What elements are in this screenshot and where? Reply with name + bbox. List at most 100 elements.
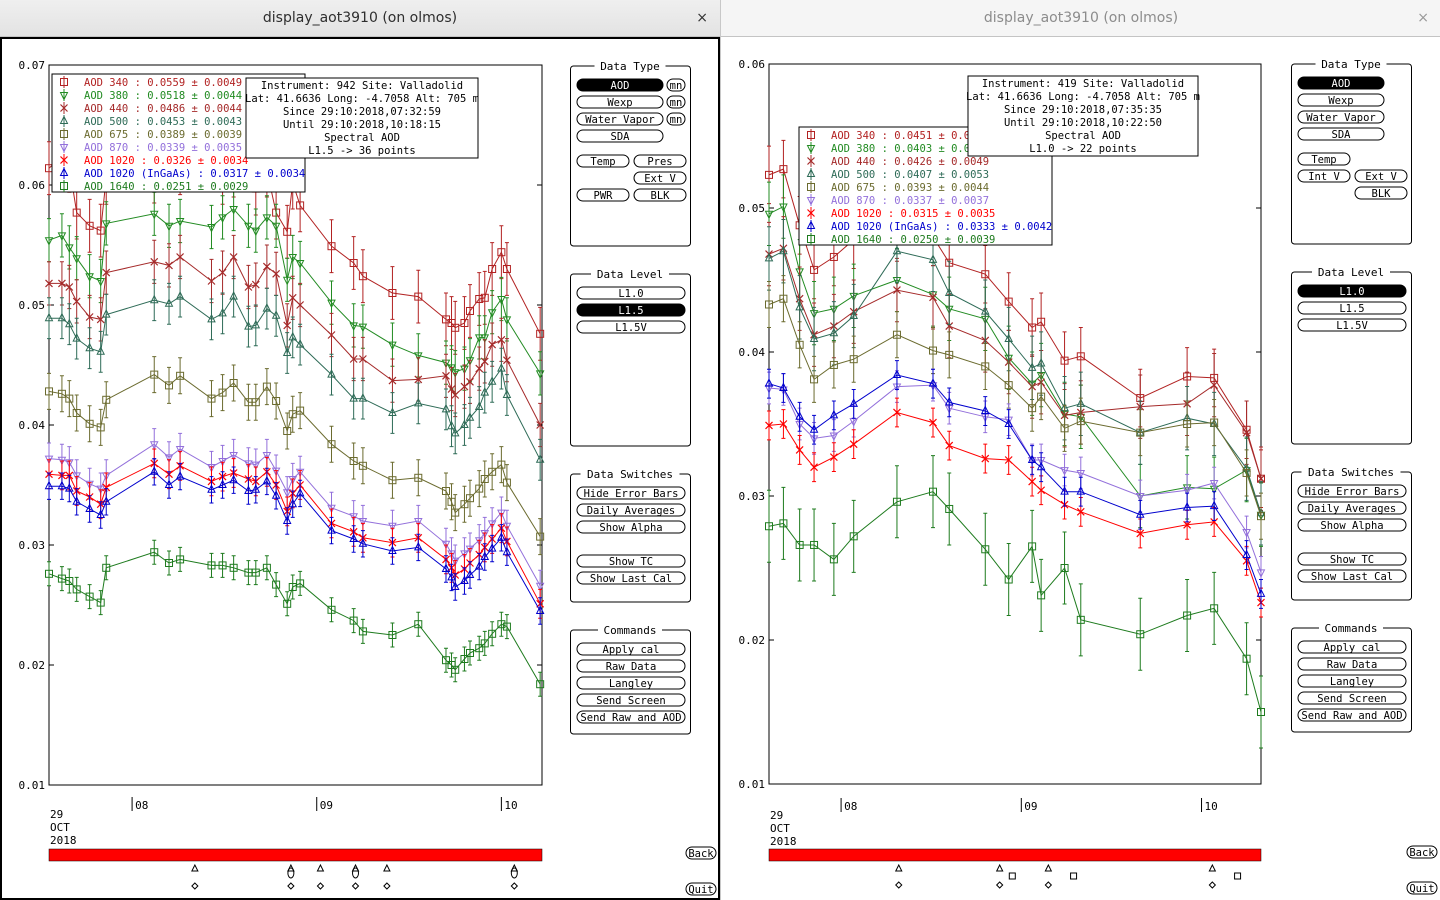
raw-data-button-frame[interactable] [576, 659, 686, 673]
blk-button-label[interactable]: BLK [1372, 188, 1392, 200]
blk-button-frame[interactable] [633, 188, 687, 202]
mn-aod-button-label[interactable]: mn [670, 80, 683, 92]
data-type-sda-button-label[interactable]: SDA [611, 131, 631, 143]
quit-button-label[interactable]: Quit [688, 884, 713, 896]
ext-v-button-label[interactable]: Ext V [644, 173, 676, 185]
show-alpha-button-label[interactable]: Show Alpha [599, 522, 662, 534]
data-level-l1-5v-button[interactable]: L1.5V [1297, 318, 1407, 332]
quit-button-label[interactable]: Quit [1409, 883, 1434, 895]
send-screen-button-frame[interactable] [576, 693, 686, 707]
quit-button[interactable]: Quit [685, 882, 717, 896]
apply-cal-button-frame[interactable] [1297, 640, 1407, 654]
close-icon-left[interactable]: × [696, 10, 708, 26]
send-raw-and-aod-button-label[interactable]: Send Raw and AOD [1301, 710, 1402, 722]
data-type-sda-button[interactable]: SDA [576, 129, 664, 143]
langley-button[interactable]: Langley [1297, 674, 1407, 688]
daily-averages-button-label[interactable]: Daily Averages [587, 505, 676, 517]
data-level-l1-5v-button[interactable]: L1.5V [576, 320, 686, 334]
close-icon-right[interactable]: × [1417, 10, 1429, 26]
back-button-frame[interactable] [685, 846, 717, 860]
pwr-button-label[interactable]: PWR [594, 190, 614, 202]
data-type-wexp-button-frame[interactable] [1297, 93, 1385, 107]
quit-button-frame[interactable] [685, 882, 717, 896]
temp-button[interactable]: Temp [576, 154, 630, 168]
hide-error-bars-button[interactable]: Hide Error Bars [576, 486, 686, 500]
ext-v-button-frame[interactable] [633, 171, 687, 185]
show-tc-button-label[interactable]: Show TC [1330, 554, 1374, 566]
data-level-l1-0-button[interactable]: L1.0 [576, 286, 686, 300]
show-alpha-button[interactable]: Show Alpha [1297, 518, 1407, 532]
show-last-cal-button[interactable]: Show Last Cal [576, 571, 686, 585]
show-tc-button-label[interactable]: Show TC [609, 556, 653, 568]
data-level-l1-5v-button-frame[interactable] [576, 320, 686, 334]
hide-error-bars-button[interactable]: Hide Error Bars [1297, 484, 1407, 498]
daily-averages-button[interactable]: Daily Averages [1297, 501, 1407, 515]
show-last-cal-button-label[interactable]: Show Last Cal [590, 573, 672, 585]
show-last-cal-button-label[interactable]: Show Last Cal [1311, 571, 1393, 583]
data-level-l1-5v-button-label[interactable]: L1.5V [615, 322, 647, 334]
hide-error-bars-button-label[interactable]: Hide Error Bars [584, 488, 679, 500]
show-tc-button-frame[interactable] [576, 554, 686, 568]
show-alpha-button[interactable]: Show Alpha [576, 520, 686, 534]
temp-button-label[interactable]: Temp [590, 156, 615, 168]
data-level-l1-5-button-label[interactable]: L1.5 [618, 305, 643, 317]
data-level-l1-0-button[interactable]: L1.0 [1297, 284, 1407, 298]
ext-v-button-frame[interactable] [1354, 169, 1408, 183]
mn-water-vapor-button-label[interactable]: mn [670, 114, 683, 126]
send-raw-and-aod-button-frame[interactable] [576, 710, 686, 724]
hide-error-bars-button-frame[interactable] [576, 486, 686, 500]
blk-button[interactable]: BLK [1354, 186, 1408, 200]
data-level-l1-0-button-frame[interactable] [576, 286, 686, 300]
langley-button-label[interactable]: Langley [1330, 676, 1374, 688]
raw-data-button-label[interactable]: Raw Data [606, 661, 657, 673]
data-type-aod-button-label[interactable]: AOD [1332, 78, 1351, 90]
data-type-aod-button-label[interactable]: AOD [611, 80, 630, 92]
raw-data-button-frame[interactable] [1297, 657, 1407, 671]
back-button[interactable]: Back [1406, 845, 1438, 859]
back-button-label[interactable]: Back [688, 848, 714, 860]
temp-button-frame[interactable] [1297, 152, 1351, 166]
daily-averages-button[interactable]: Daily Averages [576, 503, 686, 517]
langley-button-frame[interactable] [576, 676, 686, 690]
send-screen-button-label[interactable]: Send Screen [1317, 693, 1387, 705]
hide-error-bars-button-frame[interactable] [1297, 484, 1407, 498]
data-level-l1-5-button-frame[interactable] [1297, 301, 1407, 315]
data-level-l1-0-button-label[interactable]: L1.0 [1339, 286, 1364, 298]
data-level-l1-5-button[interactable]: L1.5 [576, 303, 686, 317]
send-raw-and-aod-button[interactable]: Send Raw and AOD [1297, 708, 1407, 722]
data-type-wexp-button-frame[interactable] [576, 95, 664, 109]
data-level-l1-5-button-frame[interactable] [576, 303, 686, 317]
data-type-wexp-button[interactable]: Wexp [1297, 93, 1385, 107]
mn-wexp-button-label[interactable]: mn [670, 97, 683, 109]
back-button-frame[interactable] [1406, 845, 1438, 859]
daily-averages-button-frame[interactable] [576, 503, 686, 517]
int-v-button-frame[interactable] [1297, 169, 1351, 183]
show-last-cal-button[interactable]: Show Last Cal [1297, 569, 1407, 583]
data-type-sda-button[interactable]: SDA [1297, 127, 1385, 141]
data-type-water-vapor-button[interactable]: Water Vapor [1297, 110, 1385, 124]
blk-button[interactable]: BLK [633, 188, 687, 202]
titlebar-right[interactable]: display_aot3910 (on olmos) × [721, 0, 1440, 37]
back-button[interactable]: Back [685, 846, 717, 860]
mn-water-vapor-button[interactable]: mn [666, 112, 686, 126]
pwr-button[interactable]: PWR [576, 188, 630, 202]
data-type-sda-button-frame[interactable] [576, 129, 664, 143]
int-v-button[interactable]: Int V [1297, 169, 1351, 183]
langley-button-label[interactable]: Langley [609, 678, 653, 690]
send-screen-button-frame[interactable] [1297, 691, 1407, 705]
send-screen-button[interactable]: Send Screen [1297, 691, 1407, 705]
quit-button-frame[interactable] [1406, 881, 1438, 895]
show-last-cal-button-frame[interactable] [1297, 569, 1407, 583]
show-tc-button-frame[interactable] [1297, 552, 1407, 566]
data-type-wexp-button[interactable]: Wexp [576, 95, 664, 109]
data-level-l1-0-button-frame[interactable] [1297, 284, 1407, 298]
ext-v-button[interactable]: Ext V [633, 171, 687, 185]
show-tc-button[interactable]: Show TC [1297, 552, 1407, 566]
mn-wexp-button-frame[interactable] [666, 95, 686, 109]
show-alpha-button-frame[interactable] [576, 520, 686, 534]
temp-button-label[interactable]: Temp [1311, 154, 1336, 166]
data-type-wexp-button-label[interactable]: Wexp [607, 97, 632, 109]
show-alpha-button-frame[interactable] [1297, 518, 1407, 532]
langley-button[interactable]: Langley [576, 676, 686, 690]
send-screen-button-label[interactable]: Send Screen [596, 695, 666, 707]
